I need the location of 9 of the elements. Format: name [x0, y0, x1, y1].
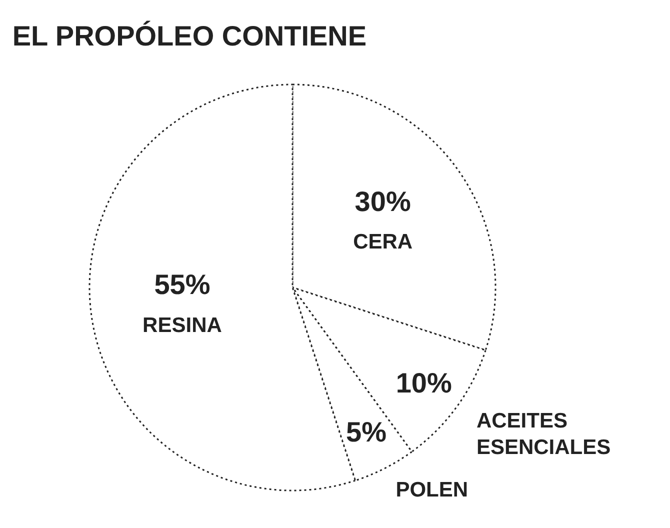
data-label: 5%: [346, 416, 387, 448]
slice-label: POLEN: [396, 478, 468, 502]
data-label: 10%: [396, 367, 452, 398]
data-label: 30%: [354, 186, 411, 218]
slice-label: CERA: [353, 230, 413, 254]
slice-label: RESINA: [142, 314, 222, 337]
data-label: 55%: [154, 269, 210, 300]
chart-title: EL PROPÓLEO CONTIENE: [12, 20, 367, 52]
slice-label: ACEITES ESENCIALES: [476, 410, 611, 460]
